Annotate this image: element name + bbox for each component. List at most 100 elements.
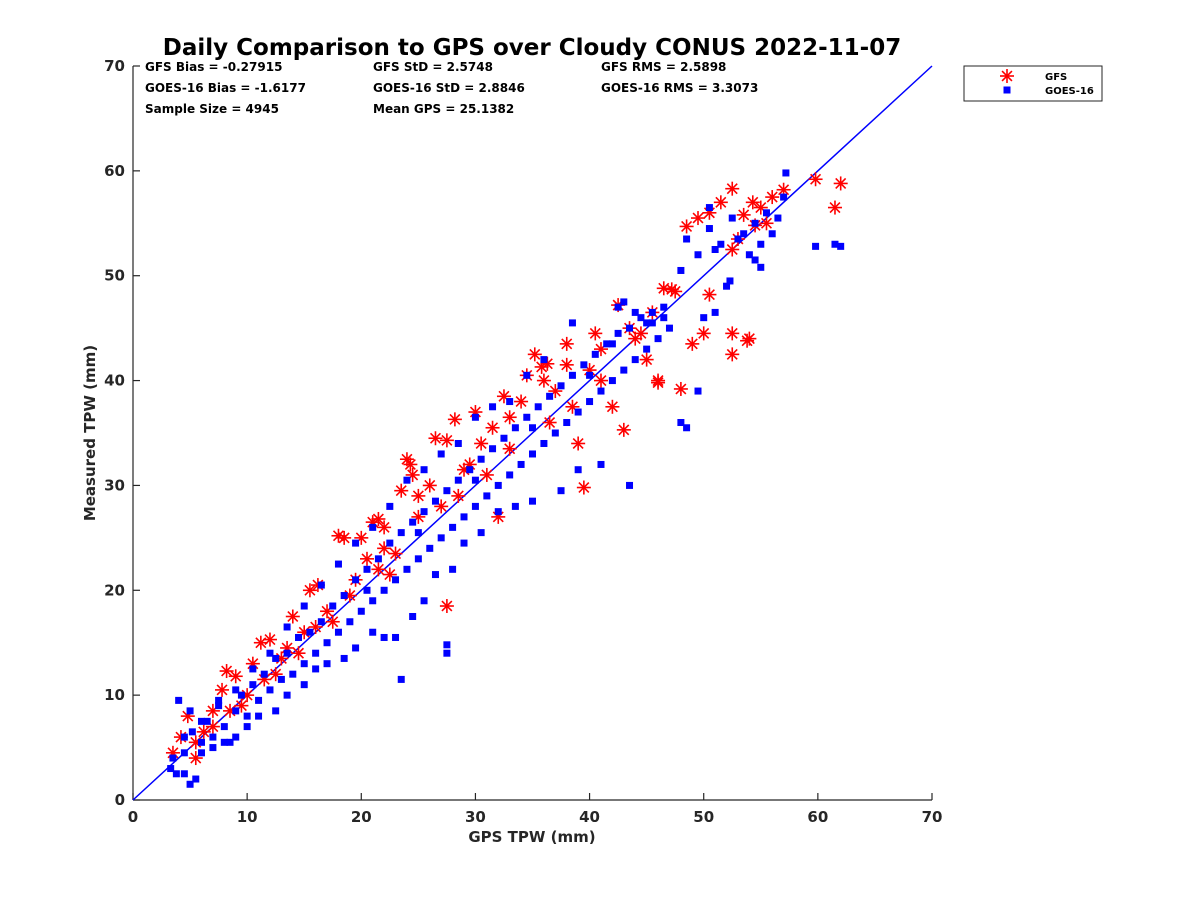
gfs-point	[559, 357, 574, 372]
goes-16-point	[677, 266, 685, 274]
goes-16-point	[511, 502, 519, 510]
goes-16-point	[289, 670, 297, 678]
x-tick-label: 70	[922, 808, 943, 826]
y-tick-label: 30	[104, 476, 125, 494]
goes-16-point	[420, 466, 428, 474]
gfs-point	[262, 632, 277, 647]
gfs-point	[673, 381, 688, 396]
x-axis-label: GPS TPW (mm)	[468, 828, 595, 846]
goes-16-point	[380, 633, 388, 641]
gfs-point	[725, 181, 740, 196]
gfs-point	[725, 242, 740, 257]
goes-16-point	[409, 613, 417, 620]
goes-16-point	[648, 308, 656, 316]
goes-16-point	[557, 487, 565, 495]
gfs-point	[745, 195, 760, 210]
goes-16-point	[449, 565, 457, 573]
goes-16-point	[694, 251, 702, 259]
goes-16-point	[597, 460, 605, 468]
x-tick-label: 0	[128, 808, 138, 826]
goes-16-point	[831, 240, 839, 248]
gfs-point	[702, 287, 717, 302]
goes-16-point	[643, 319, 651, 327]
gfs-point	[833, 176, 848, 191]
gfs-point	[685, 336, 700, 351]
goes-16-point	[243, 723, 251, 731]
goes-16-point	[186, 707, 194, 715]
goes-16-point	[374, 555, 382, 563]
goes-16-point	[420, 597, 428, 605]
goes-16-point	[648, 319, 656, 327]
gfs-point	[377, 520, 392, 535]
goes-16-point	[500, 434, 508, 442]
gfs-point	[371, 511, 386, 526]
goes-16-point	[529, 497, 536, 505]
goes-16-point	[529, 424, 536, 432]
goes-16-point	[283, 691, 291, 699]
goes-16-point	[677, 419, 685, 427]
goes-16-point	[471, 502, 479, 510]
chart-title: Daily Comparison to GPS over Cloudy CONU…	[163, 35, 901, 61]
goes-16-point	[586, 398, 594, 406]
goes-16-point	[726, 277, 734, 285]
goes-16-point	[723, 282, 731, 290]
axes: 0 10 20 30 40 50 60 70 0 10 20 30 40 50 60 70	[104, 57, 942, 826]
goes-16-point	[352, 576, 360, 584]
goes-16-point	[283, 649, 291, 657]
goes-16-point	[420, 508, 428, 516]
goes-16-point	[529, 450, 536, 458]
gfs-point	[302, 583, 317, 598]
goes-16-point	[180, 770, 188, 778]
goes-16-point	[215, 696, 223, 704]
goes-16-point	[782, 169, 790, 177]
y-tick-label: 0	[115, 791, 125, 809]
stat-annotation: GFS RMS = 2.5898	[601, 60, 726, 74]
gfs-point	[542, 415, 557, 430]
goes-16-point	[414, 555, 422, 563]
goes-16-point	[717, 240, 725, 248]
gfs-point	[291, 646, 306, 661]
stat-annotation: GFS Bias = -0.27915	[145, 60, 282, 74]
goes-16-point	[386, 539, 394, 547]
goes-16-point	[705, 225, 713, 233]
goes-16-point	[489, 445, 497, 453]
gfs-point	[215, 682, 230, 697]
goes-16-point	[197, 738, 205, 746]
goes-16-point	[506, 398, 514, 406]
x-tick-label: 40	[579, 808, 600, 826]
goes-16-point	[694, 387, 702, 395]
gfs-point	[502, 441, 517, 456]
x-tick-label: 60	[807, 808, 828, 826]
goes-16-point	[277, 675, 285, 683]
goes-16-point	[477, 529, 485, 537]
stat-annotation: GOES-16 StD = 2.8846	[373, 81, 525, 95]
goes-16-point	[255, 712, 263, 720]
gfs-point	[337, 530, 352, 545]
goes-16-point	[728, 214, 736, 222]
gfs-point	[394, 483, 409, 498]
goes-16-point	[340, 592, 348, 600]
gfs-point	[388, 546, 403, 561]
y-tick-label: 60	[104, 162, 125, 180]
gfs-point	[668, 284, 683, 299]
goes-16-point	[757, 240, 765, 248]
goes-16-point	[329, 602, 337, 610]
y-tick-label: 40	[104, 372, 125, 390]
stat-annotation: Sample Size = 4945	[145, 102, 279, 116]
goes-16-point	[540, 356, 548, 364]
goes-16-point	[249, 681, 257, 689]
goes-16-point	[523, 371, 531, 379]
legend-gfs-marker	[1000, 69, 1014, 83]
goes-16-point	[169, 754, 177, 762]
gfs-point	[219, 664, 234, 679]
goes-16-point	[397, 675, 405, 683]
goes-16-point	[237, 691, 245, 699]
gfs-point	[325, 614, 340, 629]
goes-16-point	[608, 377, 616, 385]
goes-16-point	[745, 251, 753, 259]
goes-16-point	[306, 628, 314, 636]
goes-16-point	[471, 413, 479, 421]
gfs-point	[679, 219, 694, 234]
goes-16-point	[403, 476, 411, 484]
goes-16-point	[300, 660, 308, 668]
